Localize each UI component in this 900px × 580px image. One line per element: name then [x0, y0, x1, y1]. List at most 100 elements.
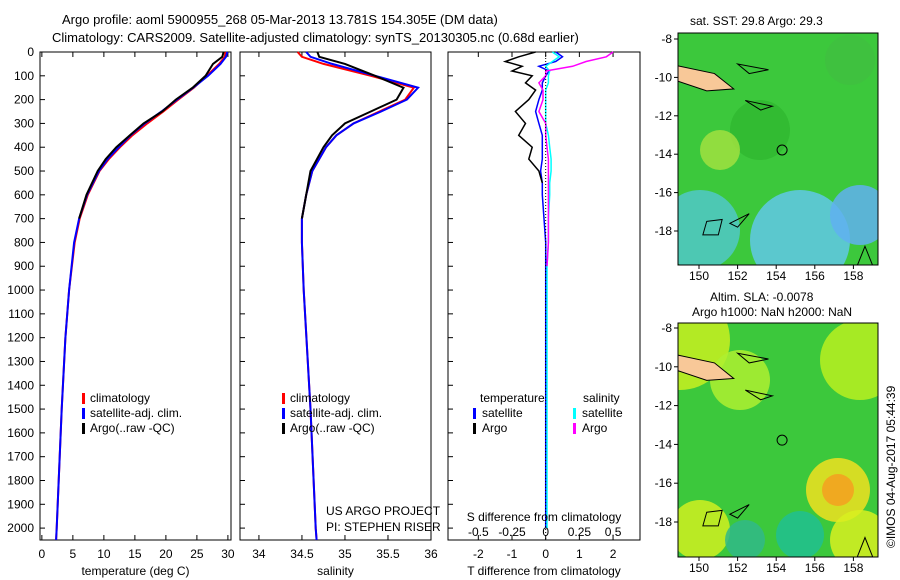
sst-map: [677, 32, 879, 266]
map-y-tick-label: -16: [655, 186, 673, 200]
map-color-blob: [730, 100, 790, 160]
y-tick-label: 1300: [7, 354, 34, 368]
map-y-tick-label: -8: [661, 32, 672, 46]
map-color-blob: [700, 130, 740, 170]
title-line-1: Argo profile: aoml 5900955_268 05-Mar-20…: [62, 12, 498, 27]
legend-swatch: [282, 423, 285, 434]
land-new-guinea: [678, 354, 736, 381]
map-color-blob: [820, 323, 878, 400]
y-tick-label: 1200: [7, 331, 34, 345]
x-tick-label: -2: [473, 547, 484, 561]
x-tick-label: 35: [338, 547, 352, 561]
y-tick-label: 900: [14, 259, 34, 273]
y-tick-label: 1600: [7, 426, 34, 440]
sst-map-title: sat. SST: 29.8 Argo: 29.3: [690, 14, 823, 28]
legend-swatch: [473, 408, 476, 419]
x-tick-label: 35.5: [376, 547, 400, 561]
x-tick-label: 1: [576, 547, 583, 561]
legend-label: satellite: [482, 406, 523, 420]
y-tick-label: 600: [14, 188, 34, 202]
y-tick-label: 2000: [7, 521, 34, 535]
x-tick-label: 34: [252, 547, 266, 561]
map-y-tick-label: -18: [655, 224, 673, 238]
panel-frame-2: [447, 51, 641, 541]
legend-label: Argo: [582, 421, 608, 435]
series-line-s-satellite: [544, 51, 561, 529]
legend-swatch: [282, 408, 285, 419]
y-tick-label: 100: [14, 69, 34, 83]
series-line-t-satellite: [534, 51, 564, 529]
x-tick-label: -1: [507, 547, 518, 561]
map-x-tick-label: 150: [689, 561, 709, 575]
y-tick-label: 1500: [7, 402, 34, 416]
credit: ©IMOS 04-Aug-2017 05:44:39: [884, 385, 898, 548]
land-islands: [735, 63, 775, 111]
legend-label: Argo(..raw -QC): [290, 421, 375, 435]
y-tick-label: 1900: [7, 497, 34, 511]
sla-map-title-2: Argo h1000: NaN h2000: NaN: [692, 305, 853, 319]
map-y-tick-label: -8: [661, 321, 672, 335]
y-tick-label: 700: [14, 212, 34, 226]
sla-map-title-1: Altim. SLA: -0.0078: [710, 290, 814, 304]
y-tick-label: 1800: [7, 473, 34, 487]
map-x-tick-label: 150: [689, 269, 709, 283]
map-color-blob: [822, 474, 854, 506]
land-new-guinea: [678, 65, 736, 92]
map-x-tick-label: 154: [766, 269, 786, 283]
map-x-tick-label: 158: [843, 561, 863, 575]
panel-frame-1: [239, 51, 432, 541]
map-x-tick-label: 154: [766, 561, 786, 575]
x-tick-label: 0: [542, 547, 549, 561]
y-tick-label: 1700: [7, 450, 34, 464]
x-tick-label: 30: [221, 547, 235, 561]
argo-position-marker: [776, 144, 788, 156]
map-y-tick-label: -14: [655, 437, 673, 451]
legend-swatch: [473, 423, 476, 434]
y-tick-label: 200: [14, 93, 34, 107]
legend-swatch: [82, 408, 85, 419]
legend-label: satellite: [582, 406, 623, 420]
series-line-argo: [300, 51, 405, 219]
y-tick-label: 400: [14, 140, 34, 154]
series-line-t-argo: [502, 51, 544, 184]
map-color-blob: [725, 520, 765, 557]
legend-label: climatology: [90, 391, 150, 405]
legend-label: Argo(..raw -QC): [90, 421, 175, 435]
s-tick-label: -0.25: [498, 525, 526, 539]
s-tick-label: -0.5: [468, 525, 489, 539]
x-tick-label: 15: [128, 547, 142, 561]
map-frame: [677, 322, 879, 558]
x-tick-label: 0: [39, 547, 46, 561]
x-tick-label: 25: [190, 547, 204, 561]
land-islands: [735, 352, 775, 401]
series-line-satellite-adj-clim-: [55, 51, 229, 541]
legend-swatch: [282, 393, 285, 404]
legend-temperature: temperature: [480, 391, 545, 405]
map-y-tick-label: -16: [655, 476, 673, 490]
map-x-tick-label: 158: [843, 269, 863, 283]
legend-swatch: [82, 393, 85, 404]
s-tick-label: 0: [542, 525, 549, 539]
y-tick-label: 500: [14, 164, 34, 178]
map-color-blob: [678, 190, 740, 265]
panel-frame-0: [39, 51, 232, 541]
y-tick-label: 800: [14, 235, 34, 249]
map-x-tick-label: 156: [805, 561, 825, 575]
x-tick-label: 10: [97, 547, 111, 561]
coastline-reefs: [702, 213, 874, 265]
legend-label: satellite-adj. clim.: [90, 406, 182, 420]
x-tick-label: 36: [424, 547, 438, 561]
s-axis-label: S difference from climatology: [467, 510, 622, 524]
map-color-blob: [830, 185, 878, 245]
map-color-blob: [776, 511, 824, 557]
map-color-blob: [750, 190, 850, 265]
x-tick-label: 20: [159, 547, 173, 561]
legend-swatch: [573, 423, 576, 434]
legend-salinity: salinity: [583, 391, 620, 405]
legend-label: satellite-adj. clim.: [290, 406, 382, 420]
map-y-tick-label: -10: [655, 70, 673, 84]
y-tick-label: 300: [14, 116, 34, 130]
x-tick-label: 2: [610, 547, 617, 561]
pi-label: PI: STEPHEN RISER: [326, 520, 441, 534]
